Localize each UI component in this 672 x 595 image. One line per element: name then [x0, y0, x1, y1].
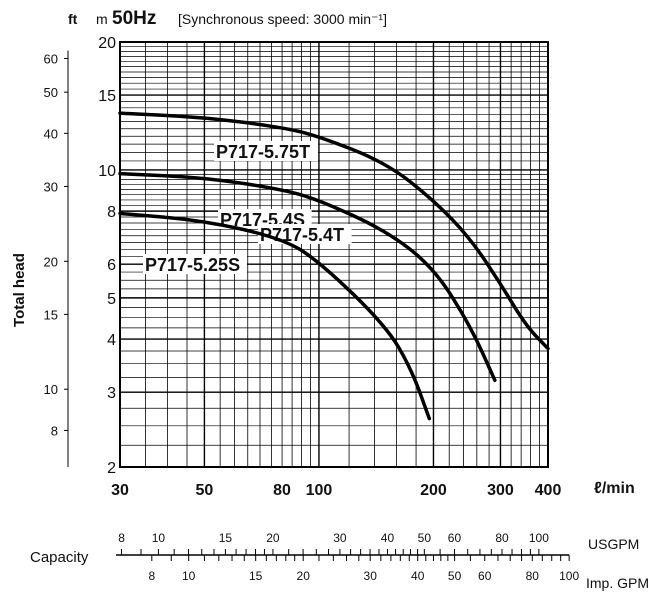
usgpm-tick-label: 40	[381, 531, 395, 545]
usgpm-label: USGPM	[588, 536, 639, 552]
curve-label: P717-5.4T	[260, 225, 344, 245]
curve-label-bg	[214, 141, 318, 161]
y-tick-label-m: 10	[98, 163, 116, 180]
y-tick-label-m: 8	[107, 204, 116, 221]
capacity-scale: 8 10 15 20 30 40 50 60 80 100 8 10 15 20 30 40 50 60 80 100	[116, 531, 579, 583]
y-tick-label-ft: 8	[51, 423, 58, 438]
curve-line	[118, 111, 550, 351]
curve-label: P717-5.25S	[145, 255, 240, 275]
usgpm-tick-label: 100	[529, 531, 549, 545]
usgpm-tick-label: 60	[448, 531, 462, 545]
impgpm-label: Imp. GPM	[586, 575, 649, 591]
impgpm-tick-label: 60	[478, 569, 492, 583]
capacity-label: Capacity	[30, 549, 89, 566]
y-tick-label-m: 15	[98, 88, 116, 105]
x-tick-label: 300	[487, 482, 514, 499]
y-tick-label-m: 2	[107, 460, 116, 477]
usgpm-tick-label: 30	[333, 531, 347, 545]
impgpm-tick-label: 50	[448, 569, 462, 583]
usgpm-tick-label: 15	[219, 531, 233, 545]
impgpm-tick-label: 40	[411, 569, 425, 583]
y-tick-label-m: 3	[107, 385, 116, 402]
usgpm-tick-label: 10	[152, 531, 166, 545]
curve-label: P717-5.75T	[216, 142, 310, 162]
tick-label-group: 30 50 80 100 200 300 400 2 3 4 5 6 8 10 15 20 8 10 15 20 30 4…	[44, 35, 562, 499]
speed-note: [Synchronous speed: 3000 min⁻¹]	[178, 11, 387, 27]
y-tick-label-m: 6	[107, 257, 116, 274]
y-axis-title: Total head	[11, 253, 28, 327]
x-tick-label: 100	[306, 482, 333, 499]
x-tick-label: 80	[273, 482, 291, 499]
y-tick-label-ft: 20	[44, 254, 58, 269]
impgpm-tick-label: 20	[297, 569, 311, 583]
usgpm-tick-label: 50	[418, 531, 432, 545]
y-tick-label-ft: 50	[44, 85, 58, 100]
y-tick-label-ft: 15	[44, 307, 58, 322]
x-tick-label: 400	[535, 482, 562, 499]
x-tick-label: 50	[196, 482, 214, 499]
curve-line	[118, 211, 432, 421]
x-tick-label: 200	[420, 482, 447, 499]
usgpm-tick-label: 20	[266, 531, 280, 545]
usgpm-tick-label: 8	[118, 531, 125, 545]
y-tick-label-m: 4	[107, 332, 116, 349]
x-axis-unit: ℓ/min	[594, 480, 635, 497]
m-unit-label: m	[96, 11, 108, 27]
y-tick-label-ft: 30	[44, 179, 58, 194]
impgpm-tick-label: 30	[364, 569, 378, 583]
impgpm-tick-label: 80	[526, 569, 540, 583]
plot-frame	[119, 41, 549, 468]
y-tick-label-ft: 10	[44, 382, 58, 397]
impgpm-tick-label: 15	[249, 569, 263, 583]
impgpm-tick-label: 100	[559, 569, 579, 583]
usgpm-tick-label: 80	[495, 531, 509, 545]
frequency-label: 50Hz	[112, 8, 156, 29]
curve-label-bg	[143, 254, 247, 274]
ft-unit-label: ft	[68, 11, 78, 27]
curve-line	[118, 171, 497, 382]
y-tick-label-ft: 60	[44, 52, 58, 67]
impgpm-tick-label: 8	[148, 569, 155, 583]
y-tick-label-m: 20	[98, 35, 116, 52]
y-tick-label-m: 5	[107, 291, 116, 308]
impgpm-tick-label: 10	[182, 569, 196, 583]
y-tick-label-ft: 40	[44, 126, 58, 141]
x-tick-label: 30	[111, 482, 129, 499]
